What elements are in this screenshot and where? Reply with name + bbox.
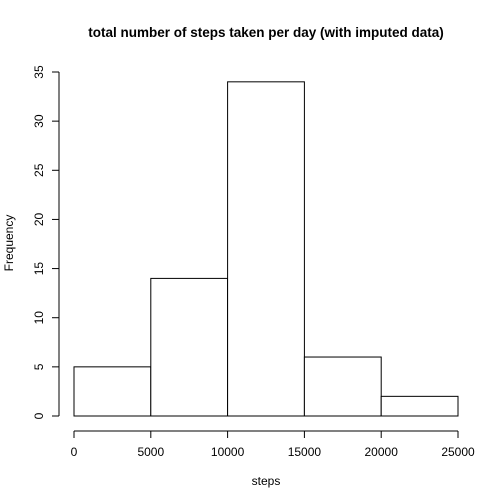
bars-group: [73, 81, 459, 417]
y-tick-label: 30: [32, 114, 46, 128]
x-tick-label: 20000: [365, 445, 399, 459]
y-tick-label: 35: [32, 65, 46, 79]
y-tick-label: 25: [32, 163, 46, 177]
x-tick-label: 5000: [137, 445, 164, 459]
y-tick-label: 20: [32, 212, 46, 226]
y-axis-label: Frequency: [2, 215, 16, 272]
y-tick-label: 15: [32, 262, 46, 276]
histogram-bar: [303, 356, 382, 417]
x-tick-label: 10000: [211, 445, 245, 459]
x-tick-label: 15000: [288, 445, 322, 459]
x-tick-label: 0: [71, 445, 78, 459]
histogram-bar: [380, 395, 459, 417]
histogram-bar: [73, 366, 152, 417]
chart-title: total number of steps taken per day (wit…: [88, 25, 444, 40]
y-tick-label: 10: [32, 311, 46, 325]
x-tick-label: 25000: [441, 445, 475, 459]
histogram-bar: [227, 81, 305, 417]
y-axis: 0 5 10 15 20 25 30 35: [32, 65, 60, 419]
x-axis-label: steps: [252, 474, 281, 488]
y-tick-label: 5: [32, 363, 46, 370]
histogram-bar: [150, 277, 229, 417]
x-axis: 0 5000 10000 15000 20000 25000: [71, 430, 475, 459]
y-tick-label: 0: [32, 412, 46, 419]
